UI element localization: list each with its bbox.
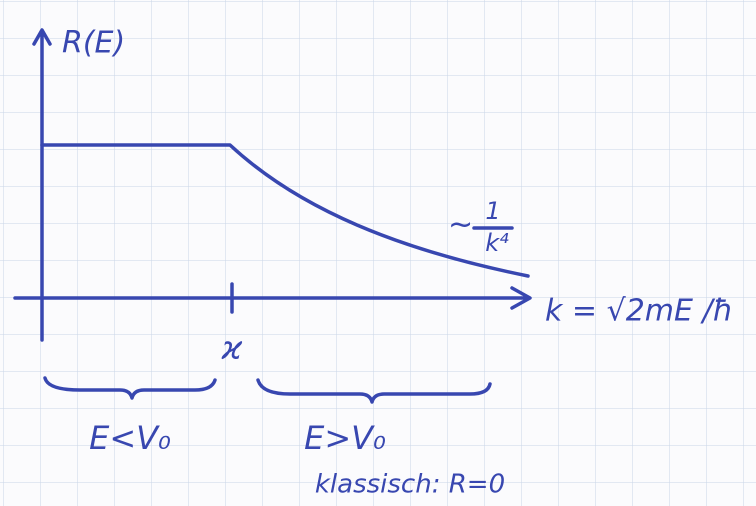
sketch: R(E) k = √2mE /ħ ϰ ~ 1 k⁴ E<V₀ E>V₀ klas…: [0, 0, 756, 506]
asymptote-denominator: k⁴: [485, 229, 509, 257]
asymptote-numerator: 1: [485, 197, 500, 225]
asymptote-prefix: ~: [448, 208, 473, 243]
tick-label: ϰ: [220, 329, 243, 367]
y-axis-label: R(E): [62, 26, 125, 61]
region-label: E>V₀: [304, 419, 386, 457]
x-axis-label: k = √2mE /ħ: [545, 294, 733, 329]
region-label: E<V₀: [89, 419, 171, 457]
region-note: klassisch: R=0: [315, 470, 505, 500]
